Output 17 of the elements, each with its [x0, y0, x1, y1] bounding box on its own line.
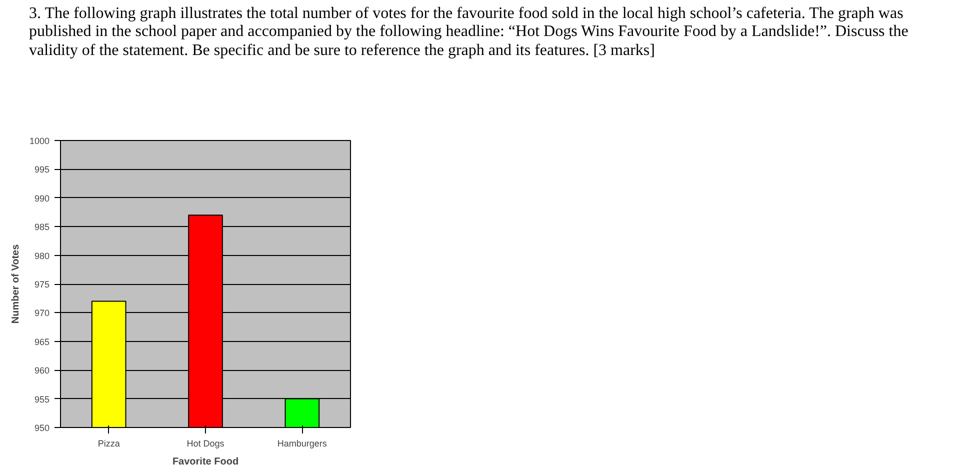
y-axis-title: Number of Votes [10, 244, 22, 324]
y-tick-label: 975 [34, 280, 50, 290]
x-tick-label: Hamburgers [277, 438, 328, 448]
y-tick-label: 950 [34, 423, 50, 433]
y-tick-label: 990 [34, 193, 50, 204]
x-tick-label: Hot Dogs [186, 438, 225, 448]
y-tick-label: 995 [34, 164, 50, 175]
text: 3. The following graph illustrates the total number of votes for the favourite food sold in the local high school’s cafeteria. The graph was published in the school paper and accompanied by the following headline: “Hot Dogs Wins Favourite Food by a Landslide!”. Discuss the validity of the statement. Be specific and be sure to reference the graph and its features. [3 marks] [28, 5, 910, 60]
x-tick-label: Pizza [98, 438, 120, 448]
x-axis-title: Favorite Food [172, 456, 239, 468]
y-tick-label: 980 [34, 250, 50, 261]
y-tick-label: 955 [34, 394, 50, 404]
y-tick-label: 970 [34, 308, 50, 318]
y-tick-label: 965 [34, 336, 50, 347]
y-tick-label: 985 [34, 222, 50, 232]
y-tick-label: 960 [34, 366, 50, 376]
y-tick-label: 1000 [29, 136, 50, 146]
